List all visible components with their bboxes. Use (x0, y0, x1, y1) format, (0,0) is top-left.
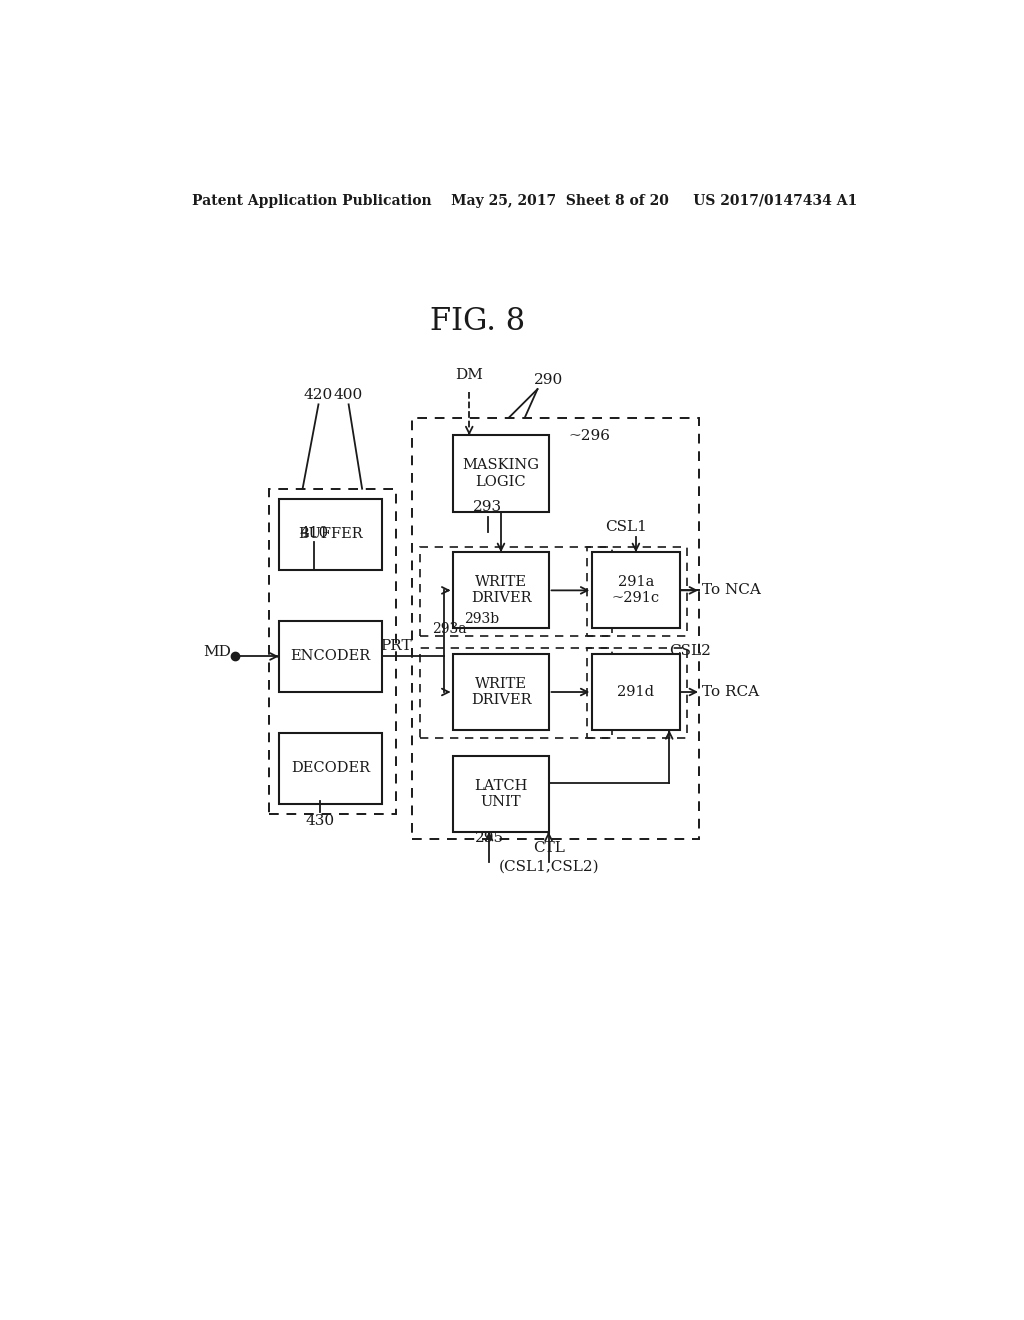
Text: 295: 295 (474, 832, 504, 845)
Text: MD: MD (204, 645, 231, 660)
Text: CTL: CTL (532, 841, 564, 855)
Text: 410: 410 (300, 525, 329, 540)
Bar (412, 417, 699, 840)
Bar (587, 546, 687, 636)
Text: WRITE
DRIVER: WRITE DRIVER (471, 576, 531, 606)
Text: DM: DM (456, 368, 483, 381)
Text: 291d: 291d (617, 685, 654, 700)
Text: To RCA: To RCA (701, 685, 759, 700)
Text: DECODER: DECODER (291, 762, 370, 775)
Text: (CSL1,CSL2): (CSL1,CSL2) (499, 859, 599, 874)
Bar (269, 488, 396, 814)
Text: CSL2: CSL2 (670, 644, 711, 659)
Text: Patent Application Publication    May 25, 2017  Sheet 8 of 20     US 2017/014743: Patent Application Publication May 25, 2… (193, 194, 857, 209)
Bar (454, 755, 549, 832)
Bar (420, 546, 612, 636)
Text: 420: 420 (304, 388, 333, 403)
Text: 400: 400 (334, 388, 364, 403)
Bar (454, 436, 549, 512)
Text: ~296: ~296 (568, 429, 610, 444)
Bar (592, 552, 680, 628)
Text: 430: 430 (305, 814, 335, 828)
Bar (454, 552, 549, 628)
Text: To NCA: To NCA (701, 583, 761, 598)
Bar (279, 499, 382, 570)
Text: BUFFER: BUFFER (298, 528, 362, 541)
Text: CSL1: CSL1 (605, 520, 647, 535)
Text: 293: 293 (473, 500, 502, 515)
Text: MASKING
LOGIC: MASKING LOGIC (463, 458, 540, 488)
Bar (454, 653, 549, 730)
Text: 293b: 293b (464, 612, 499, 626)
Bar (420, 648, 612, 738)
Text: PRT: PRT (381, 639, 412, 653)
Text: 290: 290 (534, 374, 563, 387)
Text: FIG. 8: FIG. 8 (430, 305, 524, 337)
Text: 293a: 293a (432, 622, 467, 636)
Text: LATCH
UNIT: LATCH UNIT (474, 779, 527, 809)
Bar (587, 648, 687, 738)
Bar (279, 733, 382, 804)
Bar (592, 653, 680, 730)
Text: ENCODER: ENCODER (291, 649, 371, 664)
Bar (279, 620, 382, 692)
Text: 291a
~291c: 291a ~291c (612, 576, 659, 606)
Text: WRITE
DRIVER: WRITE DRIVER (471, 677, 531, 708)
